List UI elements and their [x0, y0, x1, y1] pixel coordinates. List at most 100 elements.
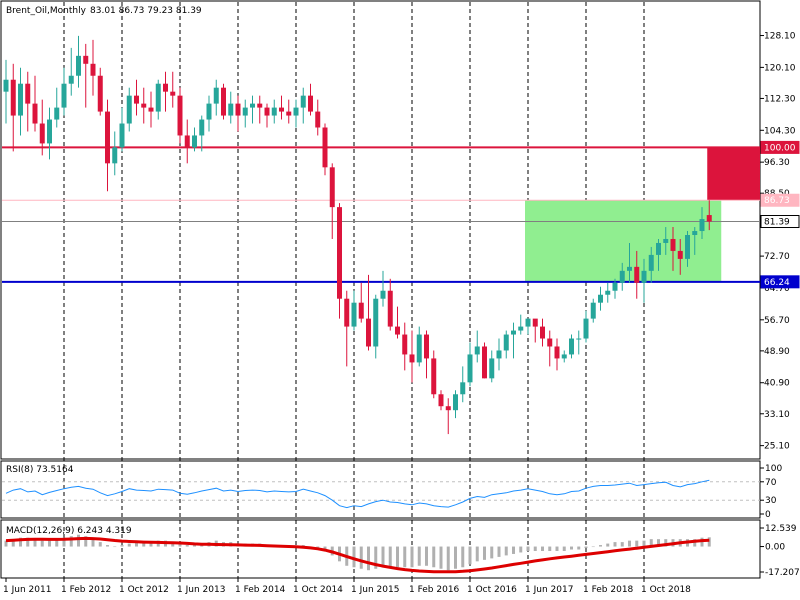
- candle: [250, 95, 255, 124]
- candle: [409, 330, 415, 383]
- price-tick-label: 25.10: [764, 442, 790, 452]
- macd-bar: [548, 546, 552, 551]
- candle: [518, 314, 524, 335]
- candle: [547, 330, 553, 367]
- macd-bar: [19, 537, 22, 547]
- price-zones: [525, 147, 760, 282]
- macd-bar: [613, 542, 617, 547]
- candle: [569, 334, 574, 359]
- time-tick-label: 1 Feb 2016: [409, 585, 460, 595]
- candle: [424, 330, 429, 379]
- macd-bar: [4, 540, 8, 547]
- macd-bar: [439, 546, 443, 569]
- macd-bar: [388, 546, 392, 568]
- price-axis: 128.10120.10112.30104.3096.3088.5080.507…: [760, 32, 796, 452]
- macd-bar: [570, 546, 573, 550]
- candle: [68, 47, 74, 96]
- macd-bar: [483, 546, 486, 560]
- candle: [32, 75, 38, 132]
- time-tick-label: 1 Jun 2015: [351, 585, 399, 595]
- candle: [83, 43, 89, 108]
- candle: [699, 207, 705, 239]
- macd-bar: [707, 537, 711, 547]
- macd-bar: [628, 540, 631, 547]
- macd-bar: [693, 539, 697, 547]
- time-tick-label: 1 Feb 2014: [235, 585, 286, 595]
- candle: [39, 99, 45, 156]
- macd-bar: [526, 546, 530, 551]
- candle: [685, 231, 690, 267]
- candle: [438, 390, 444, 411]
- macd-bar: [149, 542, 153, 547]
- macd-bar: [185, 545, 189, 547]
- candle: [10, 63, 16, 152]
- macd-bar: [367, 546, 370, 571]
- candle: [677, 238, 683, 275]
- time-tick-label: 1 Oct 2018: [641, 585, 691, 595]
- price-tick-label: 96.30: [764, 158, 790, 168]
- macd-bar: [84, 536, 88, 547]
- candle: [170, 71, 176, 108]
- candle: [366, 274, 371, 351]
- macd-bar: [77, 534, 80, 547]
- macd-bar: [417, 546, 421, 566]
- macd-bar: [106, 545, 109, 547]
- candle: [474, 330, 480, 363]
- candle: [467, 342, 473, 387]
- time-tick-label: 1 Jun 2013: [177, 585, 225, 595]
- candle: [554, 338, 560, 371]
- candle: [308, 83, 313, 116]
- candle: [648, 246, 654, 283]
- candle: [235, 95, 241, 132]
- macd-bar: [11, 539, 15, 547]
- candle: [293, 99, 299, 128]
- candle: [706, 200, 712, 231]
- candle: [576, 330, 582, 355]
- candle: [590, 298, 596, 323]
- macd-bar: [40, 540, 44, 547]
- macd-bar: [657, 539, 660, 547]
- level-label: 66.24: [764, 278, 790, 288]
- candle: [496, 338, 502, 371]
- candle: [141, 87, 147, 124]
- macd-bar: [649, 539, 653, 547]
- candle: [482, 342, 487, 379]
- candle: [25, 71, 31, 132]
- candle: [663, 227, 669, 255]
- macd-bar: [446, 546, 450, 571]
- macd-bar: [62, 537, 66, 547]
- macd-bar: [135, 542, 138, 547]
- macd-bar: [533, 546, 537, 551]
- candle: [119, 107, 125, 152]
- candle: [3, 59, 9, 124]
- price-tick-label: 64.70: [764, 284, 790, 294]
- candle: [344, 290, 350, 367]
- level-labels: 100.00 86.73 81.39 66.24: [760, 140, 800, 289]
- candle: [206, 95, 212, 132]
- rsi-tick-label: 30: [765, 496, 777, 506]
- rsi-header: RSI(8) 73.5164: [6, 465, 74, 475]
- macd-bar: [352, 546, 356, 568]
- macd-bar: [664, 539, 668, 547]
- time-tick-label: 1 Jun 2017: [525, 585, 573, 595]
- time-tick-label: 1 Oct 2016: [467, 585, 517, 595]
- macd-bar: [519, 546, 523, 553]
- level-label: 81.39: [764, 218, 790, 228]
- candle: [279, 95, 284, 120]
- candle: [351, 290, 357, 331]
- candle: [155, 79, 161, 120]
- candle: [105, 99, 110, 192]
- candle: [90, 39, 96, 96]
- macd-bar: [120, 545, 124, 547]
- macd-bar: [475, 546, 479, 562]
- macd-bar: [577, 546, 581, 550]
- price-tick-label: 120.10: [764, 63, 796, 73]
- macd-bar: [69, 536, 73, 547]
- macd-bar: [700, 537, 704, 547]
- candle: [380, 270, 386, 307]
- candlestick-series: [3, 35, 712, 435]
- macd-bar: [606, 543, 610, 547]
- chart-symbol: Brent_Oil,Monthly: [6, 6, 87, 16]
- macd-indicator: 12.539 0.00 -17.207: [4, 524, 800, 578]
